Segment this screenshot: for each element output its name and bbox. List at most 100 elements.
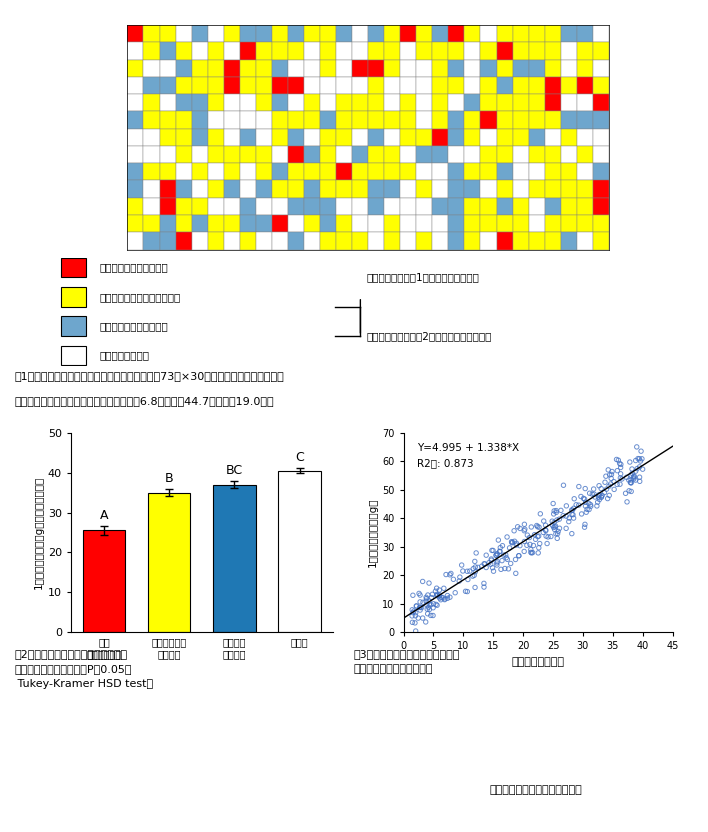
Bar (304, 94, 320, 111)
Bar (272, 129, 288, 146)
Bar (544, 163, 561, 181)
Bar (213, 484, 256, 632)
Point (608, 483, 620, 496)
Bar (481, 60, 496, 77)
Point (585, 500, 596, 513)
Bar (368, 77, 384, 94)
Bar (304, 146, 320, 163)
Bar (304, 42, 320, 60)
Point (411, 599, 422, 612)
Point (431, 589, 442, 602)
Bar (593, 163, 609, 181)
Bar (240, 232, 256, 250)
Bar (496, 60, 513, 77)
Bar (529, 181, 544, 198)
Point (625, 476, 636, 489)
Point (426, 598, 437, 612)
Point (631, 440, 642, 453)
Bar (336, 129, 352, 146)
Bar (464, 215, 481, 232)
Point (497, 539, 508, 552)
Bar (127, 215, 144, 232)
Bar (384, 163, 400, 181)
Bar (304, 181, 320, 198)
Point (547, 514, 558, 527)
Text: R2掟: 0.873: R2掟: 0.873 (417, 458, 474, 468)
Bar (544, 25, 561, 42)
Point (513, 549, 525, 562)
Bar (561, 42, 577, 60)
Point (421, 598, 433, 612)
Point (494, 545, 506, 558)
Bar (256, 42, 272, 60)
Point (533, 529, 544, 542)
Point (525, 543, 537, 557)
Point (469, 568, 480, 582)
Bar (176, 60, 192, 77)
Point (417, 596, 428, 609)
Point (550, 519, 561, 532)
Bar (496, 146, 513, 163)
Bar (368, 42, 384, 60)
Point (614, 457, 625, 470)
Point (519, 518, 530, 531)
Bar (256, 94, 272, 111)
Bar (433, 198, 448, 215)
Bar (304, 111, 320, 129)
Point (630, 454, 641, 468)
Point (413, 612, 424, 625)
Point (532, 547, 544, 560)
Bar (272, 94, 288, 111)
Text: 幼穂形成期後〜開花期の発病: 幼穂形成期後〜開花期の発病 (99, 292, 181, 302)
Bar (464, 232, 481, 250)
Bar (288, 163, 304, 181)
Point (557, 509, 569, 522)
Bar (240, 146, 256, 163)
Bar (192, 25, 207, 42)
Bar (416, 60, 433, 77)
Point (566, 508, 578, 521)
Bar (577, 60, 593, 77)
Point (510, 538, 522, 552)
Point (450, 586, 461, 599)
Point (430, 597, 442, 611)
Bar (593, 198, 609, 215)
Point (561, 522, 572, 535)
Bar (448, 111, 464, 129)
Bar (159, 94, 176, 111)
Bar (513, 232, 529, 250)
Point (597, 488, 608, 502)
Bar (384, 146, 400, 163)
Text: 水田内で発生する第2世代成幼虫による感染: 水田内で発生する第2世代成幼虫による感染 (367, 331, 492, 341)
Bar (464, 198, 481, 215)
Point (407, 606, 418, 619)
Bar (159, 146, 176, 163)
Point (600, 476, 611, 489)
Point (439, 593, 450, 607)
Bar (240, 77, 256, 94)
Point (491, 548, 502, 562)
Point (591, 499, 603, 513)
Point (462, 565, 473, 578)
Bar (144, 198, 159, 215)
Point (471, 547, 482, 560)
Text: A: A (100, 508, 108, 522)
Bar (352, 94, 368, 111)
Text: 図3　イネ縞葉枯病発病株における
　　健全穂数と収量の関係: 図3 イネ縞葉枯病発病株における 健全穂数と収量の関係 (354, 649, 460, 674)
Point (423, 577, 435, 590)
Bar (577, 232, 593, 250)
Bar (352, 42, 368, 60)
Bar (159, 111, 176, 129)
Text: 開花期後〜収穫期の発病: 開花期後〜収穫期の発病 (99, 321, 168, 331)
Point (579, 518, 590, 531)
Bar (593, 77, 609, 94)
Bar (288, 146, 304, 163)
Point (634, 471, 645, 484)
Bar (433, 181, 448, 198)
Bar (400, 77, 416, 94)
Bar (544, 111, 561, 129)
Bar (336, 77, 352, 94)
Point (580, 496, 591, 509)
Point (534, 537, 545, 550)
Point (605, 478, 616, 491)
